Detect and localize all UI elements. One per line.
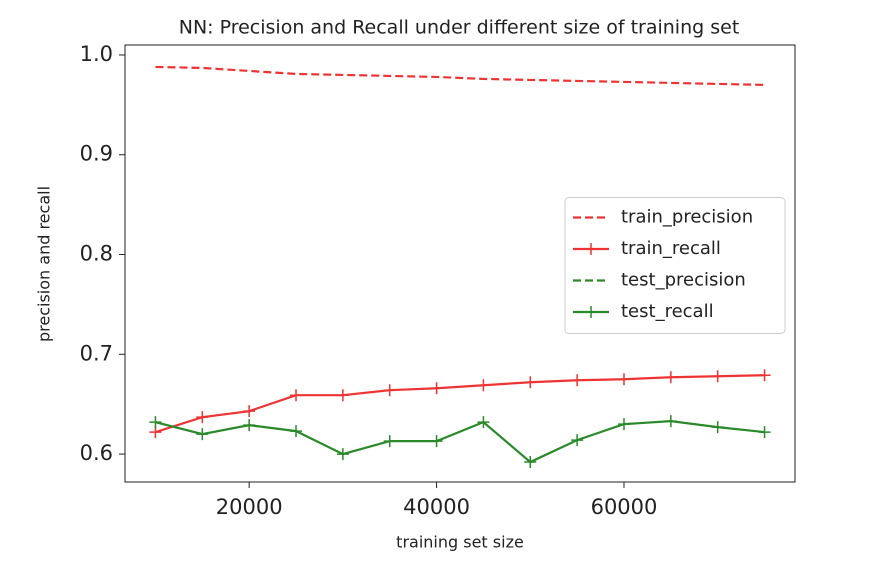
legend-label: test_precision	[621, 270, 746, 291]
marker	[243, 419, 256, 432]
series-line	[155, 65, 765, 87]
marker	[524, 456, 537, 469]
y-axis-label: precision and recall	[35, 186, 54, 342]
y-tick-label: 1.0	[80, 42, 113, 66]
marker	[477, 379, 490, 392]
x-axis-label: training set size	[396, 533, 524, 552]
marker	[571, 374, 584, 387]
marker	[430, 435, 443, 448]
marker	[336, 389, 349, 402]
marker	[383, 435, 396, 448]
marker	[477, 416, 490, 429]
series-line	[155, 420, 765, 464]
marker	[243, 405, 256, 418]
marker	[290, 389, 303, 402]
legend-label: train_precision	[621, 207, 753, 228]
legend: train_precision train_recall test_precisio…	[564, 197, 786, 334]
marker	[290, 425, 303, 438]
x-tick-label: 20000	[216, 495, 283, 519]
x-tick-label: 40000	[403, 495, 470, 519]
marker	[336, 448, 349, 461]
marker	[383, 384, 396, 397]
marker	[617, 373, 630, 386]
x-tick-label: 60000	[591, 495, 658, 519]
chart-title: NN: Precision and Recall under different…	[179, 17, 740, 39]
marker	[758, 369, 771, 382]
marker	[758, 426, 771, 439]
marker	[664, 415, 677, 428]
y-tick-label: 0.9	[80, 142, 113, 166]
marker	[571, 434, 584, 447]
marker	[149, 416, 162, 429]
marker	[617, 418, 630, 431]
legend-marker	[585, 243, 597, 255]
y-tick-label: 0.8	[80, 242, 113, 266]
legend-label: train_recall	[621, 238, 721, 259]
legend-label: test_recall	[621, 301, 714, 322]
y-tick-label: 0.7	[80, 341, 113, 365]
marker	[524, 376, 537, 389]
marker	[711, 370, 724, 383]
series-line	[155, 374, 765, 434]
marker	[430, 382, 443, 395]
marker	[711, 421, 724, 434]
legend-marker	[585, 306, 597, 318]
plot-frame	[124, 44, 796, 483]
marker	[664, 371, 677, 384]
marker	[196, 411, 209, 424]
marker	[196, 428, 209, 441]
y-tick-label: 0.6	[80, 441, 113, 465]
legend-box	[564, 197, 786, 334]
